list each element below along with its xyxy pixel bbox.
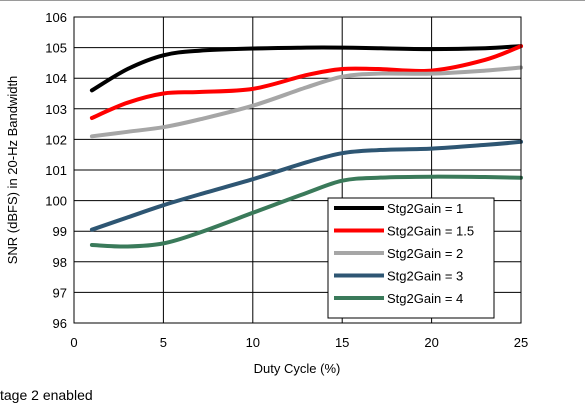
series-line-4 — [89, 139, 523, 232]
series-line-1 — [89, 44, 523, 93]
series-line-5 — [89, 174, 523, 249]
y-axis-label: SNR (dBFS) in 20-Hz Bandwidth — [5, 76, 20, 265]
series-line-3 — [89, 65, 523, 139]
caption-text: tage 2 enabled — [0, 387, 93, 403]
y-tick-label: 100 — [45, 194, 67, 209]
y-tick-label: 97 — [53, 285, 67, 300]
x-tick-label: 15 — [335, 335, 349, 350]
series-layer — [89, 44, 523, 249]
y-tick-label: 103 — [45, 102, 67, 117]
legend-label-2: Stg2Gain = 1.5 — [387, 224, 474, 239]
y-tick-label: 98 — [53, 255, 67, 270]
y-tick-label: 106 — [45, 10, 67, 25]
x-tick-label: 0 — [70, 335, 77, 350]
x-tick-label: 10 — [246, 335, 260, 350]
legend-label-4: Stg2Gain = 3 — [387, 269, 463, 284]
y-tick-label: 105 — [45, 41, 67, 56]
legend: Stg2Gain = 1 Stg2Gain = 1.5 Stg2Gain = 2 St… — [327, 197, 495, 319]
series-line-2 — [89, 44, 523, 120]
x-tick-label: 20 — [424, 335, 438, 350]
legend-label-3: Stg2Gain = 2 — [387, 246, 463, 261]
y-tick-label: 99 — [53, 224, 67, 239]
plot-frame — [73, 16, 522, 324]
top-divider-line — [0, 0, 585, 1]
tick-layer: 96 97 98 99 100 101 102 103 104 105 106 0 5 10 15 20 25 — [45, 10, 528, 350]
legend-label-5: Stg2Gain = 4 — [387, 291, 463, 306]
y-tick-label: 102 — [45, 132, 67, 147]
y-tick-label: 101 — [45, 163, 67, 178]
y-tick-label: 96 — [53, 316, 67, 331]
x-axis-label: Duty Cycle (%) — [254, 361, 341, 376]
legend-label-1: Stg2Gain = 1 — [387, 201, 463, 216]
x-tick-label: 25 — [514, 335, 528, 350]
x-tick-label: 5 — [160, 335, 167, 350]
y-tick-label: 104 — [45, 71, 67, 86]
